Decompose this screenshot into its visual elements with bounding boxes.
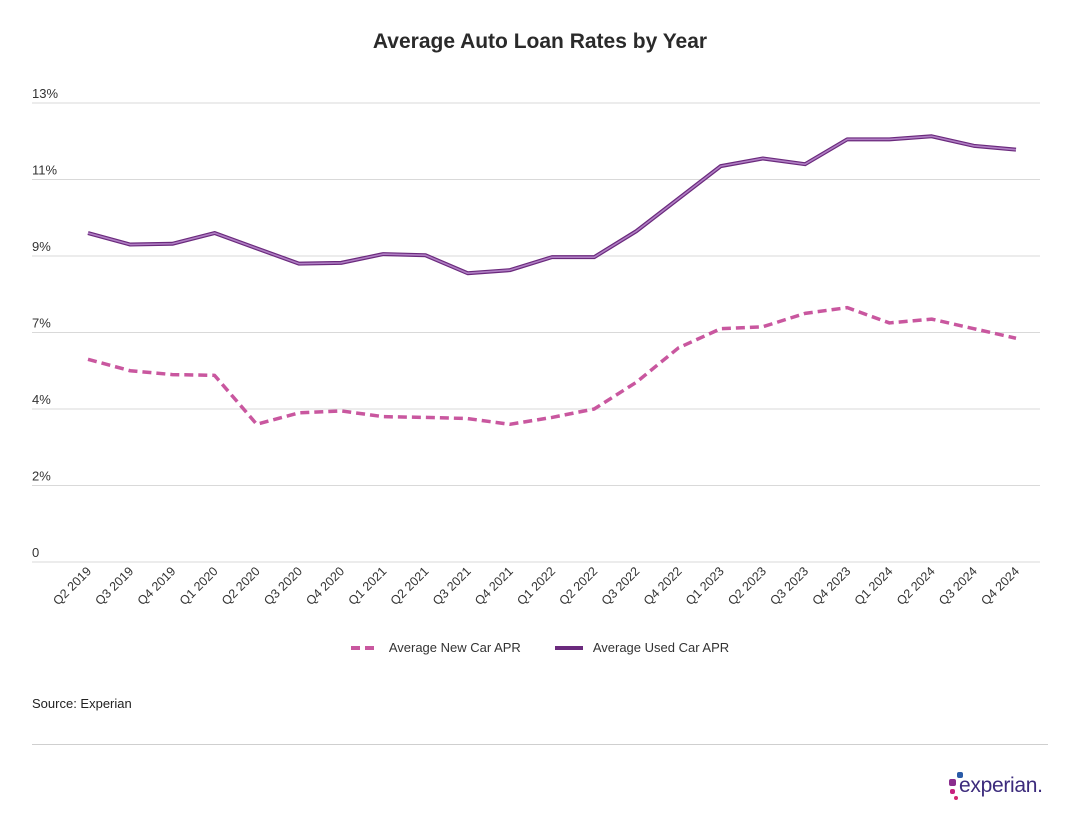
chart-title: Average Auto Loan Rates by Year bbox=[372, 30, 708, 53]
x-tick-label: Q3 2020 bbox=[261, 564, 305, 608]
series-line-new-car bbox=[87, 305, 1017, 427]
logo-dot-blue bbox=[957, 772, 963, 778]
grid-lines bbox=[32, 102, 1040, 563]
legend-label-used-car: Average Used Car APR bbox=[592, 640, 730, 655]
legend-item-used-car[interactable]: Average Used Car APR bbox=[554, 640, 730, 655]
x-tick-label: Q2 2023 bbox=[725, 564, 769, 608]
dashed-line-swatch-icon bbox=[350, 645, 379, 650]
solid-line-swatch-icon bbox=[554, 645, 583, 650]
x-tick-label: Q4 2024 bbox=[978, 564, 1022, 608]
x-tick-label: Q1 2024 bbox=[852, 564, 896, 608]
series-lines bbox=[87, 134, 1017, 427]
x-tick-label: Q2 2020 bbox=[219, 564, 263, 608]
x-tick-label: Q1 2023 bbox=[683, 564, 727, 608]
y-tick-label: 2% bbox=[32, 469, 51, 484]
y-tick-label: 13% bbox=[32, 86, 58, 101]
x-tick-label: Q3 2024 bbox=[936, 564, 980, 608]
footer-divider bbox=[32, 744, 1048, 745]
legend: Average New Car APR Average Used Car APR bbox=[0, 640, 1080, 655]
x-tick-label: Q4 2023 bbox=[810, 564, 854, 608]
x-tick-label: Q2 2021 bbox=[388, 564, 432, 608]
x-tick-label: Q4 2020 bbox=[303, 564, 347, 608]
y-tick-label: 0 bbox=[32, 545, 39, 560]
x-tick-label: Q3 2019 bbox=[92, 564, 136, 608]
series-line-used-car bbox=[87, 134, 1017, 276]
logo-dot-purple bbox=[949, 779, 956, 786]
legend-item-new-car[interactable]: Average New Car APR bbox=[350, 640, 521, 655]
x-tick-label: Q2 2024 bbox=[894, 564, 938, 608]
x-tick-label: Q1 2022 bbox=[514, 564, 558, 608]
y-tick-label: 11% bbox=[32, 163, 57, 178]
x-tick-label: Q4 2022 bbox=[641, 564, 685, 608]
logo-dot-magenta bbox=[950, 789, 955, 794]
series-line-used-car-highlight bbox=[87, 135, 1017, 275]
experian-logo: experian. bbox=[946, 770, 1046, 806]
x-tick-label: Q3 2021 bbox=[430, 564, 474, 608]
source-note: Source: Experian bbox=[32, 696, 132, 711]
x-tick-label: Q2 2022 bbox=[556, 564, 600, 608]
y-tick-label: 4% bbox=[32, 392, 51, 407]
x-tick-label: Q1 2020 bbox=[177, 564, 221, 608]
x-tick-label: Q3 2023 bbox=[767, 564, 811, 608]
logo-wordmark: experian. bbox=[959, 774, 1043, 797]
x-tick-label: Q4 2019 bbox=[135, 564, 179, 608]
x-tick-label: Q1 2021 bbox=[346, 564, 390, 608]
legend-label-new-car: Average New Car APR bbox=[388, 640, 521, 655]
x-tick-label: Q2 2019 bbox=[50, 564, 94, 608]
y-tick-label: 7% bbox=[32, 316, 51, 331]
x-tick-label: Q3 2022 bbox=[599, 564, 643, 608]
x-tick-label: Q4 2021 bbox=[472, 564, 516, 608]
logo-dot-pink bbox=[954, 796, 958, 800]
y-axis-ticks: 0 2% 4% 7% 9% 11% 13% bbox=[32, 86, 58, 560]
y-tick-label: 9% bbox=[32, 239, 51, 254]
